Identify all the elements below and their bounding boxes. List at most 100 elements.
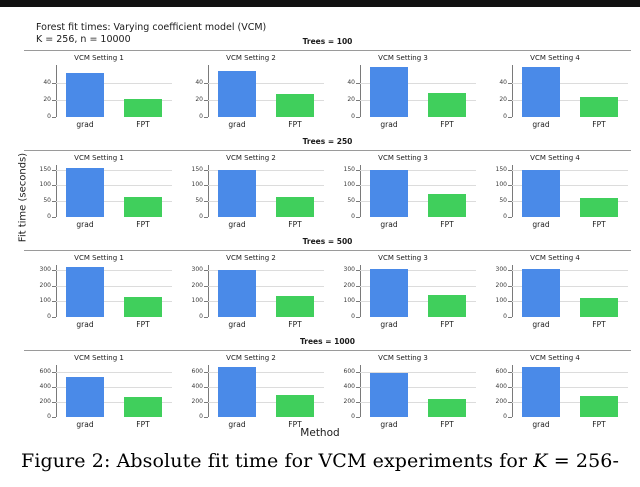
gridline bbox=[360, 100, 476, 102]
bar-grad bbox=[522, 367, 560, 417]
gridline bbox=[512, 285, 628, 287]
x-tick-label: FPT bbox=[136, 320, 150, 329]
y-tick-label: 600 bbox=[191, 367, 203, 375]
chart-row: Trees = 500 VCM Setting 1 0 100 200 300 grad FP… bbox=[24, 237, 631, 333]
gridline bbox=[56, 100, 172, 102]
y-tick bbox=[52, 100, 56, 102]
y-tick-label: 0 bbox=[47, 213, 51, 220]
x-tick-label: grad bbox=[532, 320, 550, 329]
y-tick-label: 100 bbox=[39, 181, 51, 189]
gridline bbox=[56, 270, 172, 272]
y-tick bbox=[508, 371, 512, 373]
y-tick bbox=[356, 185, 360, 187]
bar-fpt bbox=[580, 197, 618, 217]
y-tick bbox=[508, 217, 512, 218]
y-tick bbox=[52, 317, 56, 318]
y-tick-label: 50 bbox=[499, 197, 507, 205]
panel-plot-box: 0 100 200 300 grad FPT bbox=[496, 265, 628, 329]
y-axis-line bbox=[208, 365, 209, 417]
panel-title: VCM Setting 2 bbox=[226, 254, 276, 262]
y-tick bbox=[52, 217, 56, 218]
y-tick-label: 200 bbox=[39, 281, 51, 289]
row-divider bbox=[24, 150, 631, 151]
panel-plot-box: 0 200 400 600 grad FPT bbox=[496, 365, 628, 429]
y-tick-label: 40 bbox=[499, 79, 507, 87]
panel-title: VCM Setting 4 bbox=[530, 54, 580, 62]
gridline bbox=[512, 386, 628, 388]
x-tick-label: FPT bbox=[440, 220, 454, 229]
bar-fpt bbox=[428, 194, 466, 217]
y-tick-label: 200 bbox=[343, 281, 355, 289]
y-tick bbox=[356, 83, 360, 85]
row-panels: VCM Setting 1 0 100 200 300 grad FPT VCM Settin… bbox=[24, 254, 631, 333]
panel-title: VCM Setting 2 bbox=[226, 354, 276, 362]
x-tick-label: grad bbox=[380, 220, 398, 229]
chart-panel: VCM Setting 3 0 20 40 grad FPT bbox=[328, 54, 478, 133]
chart-panel: VCM Setting 4 0 50 100 150 grad FPT bbox=[480, 154, 630, 233]
y-tick-label: 20 bbox=[347, 96, 355, 104]
y-axis-line bbox=[56, 65, 57, 117]
y-tick bbox=[52, 301, 56, 303]
y-tick-label: 600 bbox=[495, 367, 507, 375]
bar-fpt bbox=[124, 296, 162, 317]
y-tick-label: 100 bbox=[343, 297, 355, 305]
x-tick-label: FPT bbox=[440, 420, 454, 429]
y-tick bbox=[356, 270, 360, 272]
y-tick bbox=[204, 217, 208, 218]
y-tick-label: 150 bbox=[39, 165, 51, 173]
y-tick-label: 400 bbox=[191, 382, 203, 390]
x-tick-label: grad bbox=[532, 420, 550, 429]
chart-panel: VCM Setting 4 0 20 40 grad FPT bbox=[480, 54, 630, 133]
gridline bbox=[512, 83, 628, 85]
row-divider bbox=[24, 250, 631, 251]
chart-panel: VCM Setting 2 0 50 100 150 grad FPT bbox=[176, 154, 326, 233]
x-tick-label: FPT bbox=[288, 220, 302, 229]
bar-grad bbox=[370, 66, 408, 117]
gridline bbox=[208, 270, 324, 272]
y-tick-label: 0 bbox=[351, 313, 355, 320]
y-axis-line bbox=[360, 265, 361, 317]
y-tick bbox=[356, 371, 360, 373]
y-tick-label: 0 bbox=[503, 413, 507, 420]
gridline bbox=[360, 285, 476, 287]
panel-plot-box: 0 100 200 300 grad FPT bbox=[344, 265, 476, 329]
panel-plot-box: 0 20 40 grad FPT bbox=[347, 65, 476, 129]
y-tick-label: 300 bbox=[343, 266, 355, 274]
gridline bbox=[56, 185, 172, 187]
y-tick bbox=[204, 401, 208, 403]
y-tick bbox=[204, 185, 208, 187]
y-tick-label: 200 bbox=[343, 397, 355, 405]
y-tick-label: 0 bbox=[47, 413, 51, 420]
gridline bbox=[56, 169, 172, 171]
row-header: Trees = 1000 bbox=[24, 337, 631, 354]
y-tick-label: 100 bbox=[39, 297, 51, 305]
x-tick-label: grad bbox=[380, 420, 398, 429]
y-tick bbox=[204, 201, 208, 203]
figure-caption: Figure 2: Absolute fit time for VCM expe… bbox=[0, 450, 640, 472]
gridline bbox=[208, 386, 324, 388]
y-tick-label: 50 bbox=[195, 197, 203, 205]
panel-plot-box: 0 200 400 600 grad FPT bbox=[192, 365, 324, 429]
panel-plot-box: 0 100 200 300 grad FPT bbox=[192, 265, 324, 329]
y-tick bbox=[508, 317, 512, 318]
x-tick-label: FPT bbox=[136, 420, 150, 429]
panel-title: VCM Setting 3 bbox=[378, 354, 428, 362]
panel-plot-box: 0 100 200 300 grad FPT bbox=[40, 265, 172, 329]
gridline bbox=[512, 169, 628, 171]
y-tick-label: 200 bbox=[191, 397, 203, 405]
x-tick-label: FPT bbox=[288, 120, 302, 129]
gridline bbox=[56, 386, 172, 388]
y-axis-line bbox=[512, 365, 513, 417]
y-tick bbox=[356, 217, 360, 218]
panel-title: VCM Setting 2 bbox=[226, 154, 276, 162]
y-axis-line bbox=[56, 365, 57, 417]
y-tick bbox=[356, 201, 360, 203]
chart-panel: VCM Setting 1 0 200 400 600 grad FPT bbox=[24, 354, 174, 433]
chart-panel: VCM Setting 3 0 50 100 150 grad FPT bbox=[328, 154, 478, 233]
bar-grad bbox=[522, 66, 560, 117]
y-tick-label: 0 bbox=[47, 113, 51, 120]
y-tick bbox=[52, 285, 56, 287]
x-tick-label: FPT bbox=[288, 420, 302, 429]
chart-panel: VCM Setting 2 0 200 400 600 grad FPT bbox=[176, 354, 326, 433]
y-tick-label: 400 bbox=[495, 382, 507, 390]
